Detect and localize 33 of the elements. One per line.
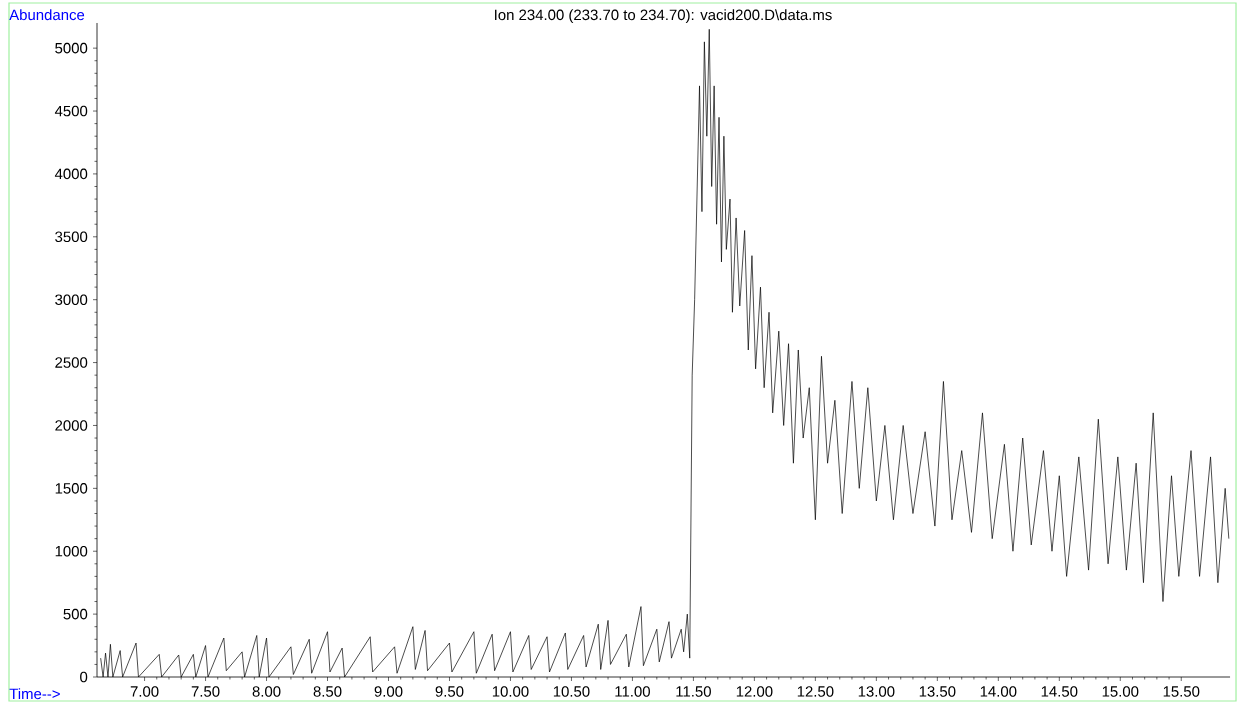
x-tick-label: 13.00 xyxy=(858,686,895,697)
x-tick-label: 8.50 xyxy=(313,686,342,697)
x-tick-label: 15.00 xyxy=(1102,686,1139,697)
x-tick-label: 9.50 xyxy=(435,686,464,697)
x-tick-label: 14.00 xyxy=(980,686,1017,697)
y-tick-label: 0 xyxy=(80,671,88,683)
y-tick-label: 4000 xyxy=(54,168,88,180)
x-tick-label: 12.00 xyxy=(736,686,773,697)
x-tick-label: 13.50 xyxy=(919,686,956,697)
x-tick-label: 11.50 xyxy=(676,686,711,697)
x-tick-label: 7.50 xyxy=(191,686,220,697)
chart-title: Ion 234.00 (233.70 to 234.70): vacid200.D\data.ms xyxy=(495,9,832,24)
x-tick-label: 14.50 xyxy=(1041,686,1078,697)
x-tick-label: 11.00 xyxy=(615,686,650,697)
y-tick-label: 2000 xyxy=(55,420,88,431)
x-tick-label: 9.00 xyxy=(374,686,403,697)
y-tick-label: 1000 xyxy=(55,545,88,557)
y-tick-label: 3000 xyxy=(55,294,88,305)
x-tick-label: 8.00 xyxy=(252,686,281,697)
y-axis-title: Abundance xyxy=(9,9,85,21)
x-tick-label: 15.50 xyxy=(1163,686,1200,697)
y-tick-label: 5000 xyxy=(55,42,88,54)
y-tick-label: 4500 xyxy=(54,105,88,117)
y-tick-label: 3500 xyxy=(55,231,88,243)
y-tick-label: 2500 xyxy=(55,357,88,368)
x-axis-title: Time--> xyxy=(9,688,60,700)
x-tick-label: 7.00 xyxy=(130,686,159,697)
x-tick-label: 12.50 xyxy=(797,686,834,697)
y-tick-label: 500 xyxy=(63,608,88,620)
y-tick-label: 1500 xyxy=(55,483,88,494)
line-series xyxy=(100,28,1230,678)
x-tick-label: 10.50 xyxy=(553,686,590,697)
x-tick-label: 10.00 xyxy=(492,686,529,697)
